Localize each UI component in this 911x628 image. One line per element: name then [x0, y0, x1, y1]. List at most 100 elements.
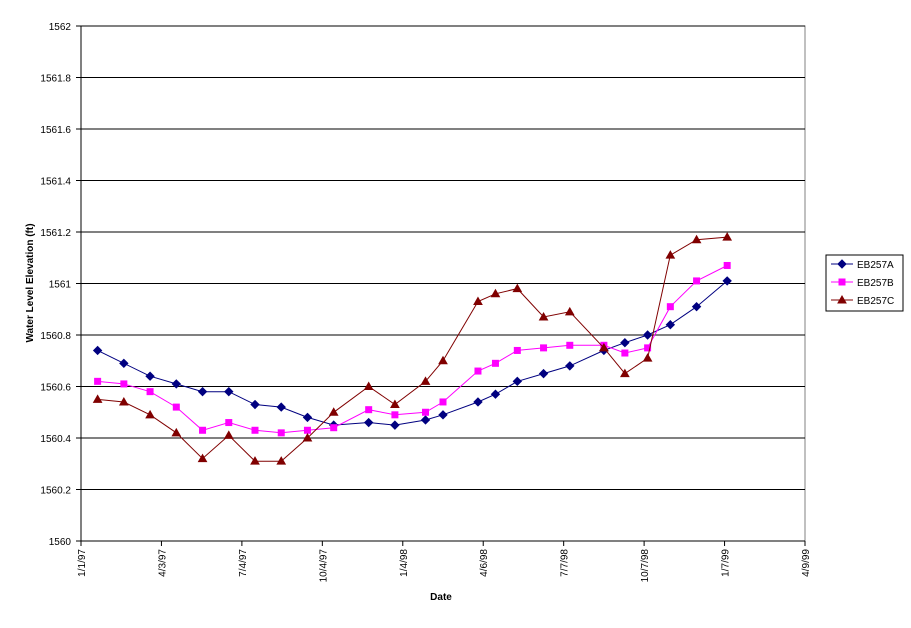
x-axis-ticks: 1/1/97 4/3/97 7/4/97 10/4/97 1/4/98 4/6/98 7/7…: [77, 541, 812, 582]
data-point-eb257c: [512, 283, 523, 293]
data-point-eb257c: [197, 453, 208, 463]
data-point-eb257b: [693, 277, 701, 285]
data-point-eb257b: [513, 346, 521, 354]
y-axis-title: Water Level Elevation (ft): [25, 223, 36, 342]
data-point-eb257c: [538, 311, 549, 321]
data-point-eb257b: [666, 303, 674, 311]
y-tick-label: 1561: [49, 280, 72, 291]
x-tick-label: 4/6/98: [479, 549, 490, 577]
data-point-eb257a: [642, 330, 653, 340]
y-tick-label: 1561.4: [40, 177, 71, 188]
x-tick-label: 1/7/99: [721, 549, 732, 577]
series-layer: [92, 232, 733, 465]
data-point-eb257c: [564, 306, 575, 316]
data-point-eb257b: [566, 341, 574, 349]
data-point-eb257a: [722, 276, 732, 286]
gridlines: [81, 25, 805, 490]
data-point-eb257b: [199, 426, 207, 434]
data-point-eb257b: [474, 367, 482, 375]
data-point-eb257c: [691, 234, 702, 244]
data-point-eb257a: [119, 358, 129, 369]
x-tick-label: 4/9/99: [801, 549, 812, 577]
legend-label-eb257a: EB257A: [857, 260, 894, 271]
data-point-eb257c: [171, 427, 182, 437]
x-tick-label: 7/7/98: [560, 549, 571, 577]
data-point-eb257a: [512, 376, 523, 387]
y-tick-label: 1560.2: [40, 486, 71, 497]
data-point-eb257c: [363, 381, 374, 390]
y-tick-label: 1561.2: [40, 228, 71, 239]
data-point-eb257a: [276, 402, 286, 412]
data-point-eb257c: [620, 368, 630, 378]
data-point-eb257c: [92, 394, 103, 403]
y-tick-label: 1560: [49, 537, 72, 548]
data-point-eb257b: [540, 344, 548, 352]
data-point-eb257c: [665, 250, 676, 259]
data-point-eb257a: [490, 389, 501, 399]
data-point-eb257c: [642, 353, 653, 362]
data-point-eb257c: [223, 430, 234, 439]
data-point-eb257b: [225, 419, 233, 427]
data-point-eb257a: [302, 412, 313, 423]
data-point-eb257c: [145, 409, 155, 419]
x-tick-label: 10/7/98: [640, 549, 651, 583]
data-point-eb257a: [665, 319, 676, 330]
x-tick-label: 7/4/97: [238, 549, 249, 577]
data-point-eb257c: [328, 407, 339, 416]
data-point-eb257a: [197, 386, 208, 397]
legend-label-eb257c: EB257C: [857, 296, 894, 307]
x-tick-label: 10/4/97: [318, 549, 329, 583]
data-point-eb257b: [644, 344, 652, 352]
y-tick-label: 1560.4: [40, 434, 71, 445]
data-point-eb257a: [620, 338, 630, 348]
data-point-eb257b: [365, 406, 373, 414]
legend: EB257A EB257B EB257C: [825, 254, 904, 312]
data-point-eb257b: [422, 408, 430, 416]
legend-marker-eb257b: [838, 278, 846, 286]
data-point-eb257a: [438, 410, 448, 420]
data-point-eb257a: [565, 361, 575, 371]
legend-marker-eb257a: [837, 259, 847, 269]
data-point-eb257a: [92, 345, 103, 356]
y-tick-label: 1560.6: [40, 383, 71, 394]
data-point-eb257b: [172, 403, 180, 411]
data-point-eb257c: [722, 232, 733, 241]
data-point-eb257c: [438, 355, 448, 365]
x-tick-label: 1/1/97: [77, 549, 88, 577]
y-tick-label: 1560.8: [40, 331, 71, 342]
legend-marker-eb257c: [837, 294, 847, 304]
x-axis-title: Date: [430, 592, 452, 603]
data-point-eb257a: [224, 386, 234, 397]
data-point-eb257b: [330, 424, 338, 432]
data-point-eb257c: [420, 376, 431, 385]
y-tick-label: 1562: [49, 22, 72, 33]
data-point-eb257a: [250, 399, 260, 410]
data-point-eb257c: [118, 396, 129, 406]
y-tick-label: 1561.8: [40, 74, 71, 85]
data-point-eb257c: [473, 296, 483, 306]
series-eb257a: [92, 276, 732, 430]
data-point-eb257a: [538, 368, 549, 379]
data-point-eb257b: [491, 359, 499, 367]
series-eb257b: [94, 261, 731, 437]
data-point-eb257b: [621, 349, 629, 357]
data-point-eb257a: [420, 415, 431, 425]
data-point-eb257b: [120, 380, 128, 388]
data-point-eb257a: [363, 417, 374, 428]
y-axis-ticks: 1560 1560.2 1560.4 1560.6 1560.8 1561 1561.2 15…: [40, 22, 805, 548]
legend-label-eb257b: EB257B: [857, 278, 894, 289]
data-point-eb257b: [723, 261, 731, 269]
y-tick-label: 1561.6: [40, 125, 71, 136]
data-point-eb257b: [303, 426, 311, 434]
data-point-eb257b: [251, 426, 259, 434]
data-point-eb257b: [94, 377, 102, 385]
x-tick-label: 1/4/98: [399, 549, 410, 577]
data-point-eb257b: [146, 388, 154, 396]
data-point-eb257b: [439, 398, 447, 406]
data-point-eb257b: [391, 411, 399, 419]
data-point-eb257c: [490, 288, 501, 298]
data-point-eb257c: [599, 342, 609, 352]
data-point-eb257a: [145, 371, 155, 381]
